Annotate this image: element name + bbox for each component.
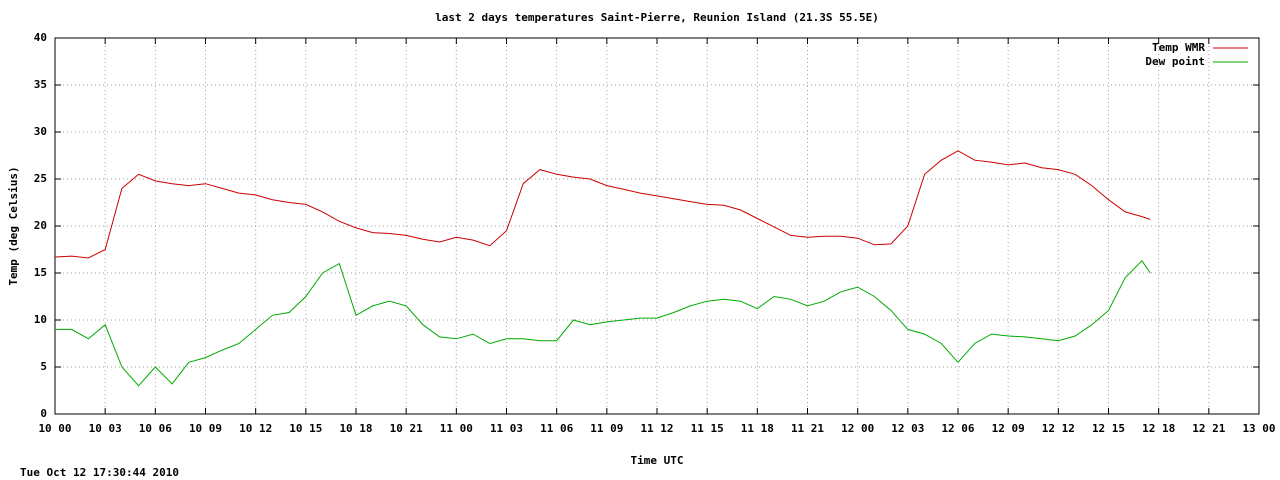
y-tick-label: 30	[34, 125, 47, 138]
x-tick-label: 13 00	[1242, 422, 1275, 435]
plot-frame	[54, 37, 1260, 415]
x-tick-label: 11 00	[440, 422, 473, 435]
y-tick-label: 40	[34, 31, 47, 44]
y-tick-label: 15	[34, 266, 47, 279]
x-tick-label: 11 12	[640, 422, 673, 435]
timestamp: Tue Oct 12 17:30:44 2010	[20, 466, 179, 479]
chart-title: last 2 days temperatures Saint-Pierre, R…	[435, 11, 879, 24]
series-line	[55, 260, 1151, 387]
y-tick-label: 0	[40, 407, 47, 420]
x-tick-label: 11 03	[490, 422, 523, 435]
y-axis-label: Temp (deg Celsius)	[7, 166, 20, 285]
x-tick-label: 10 03	[89, 422, 122, 435]
legend-label: Temp WMR	[1152, 41, 1205, 54]
legend-label: Dew point	[1145, 55, 1205, 68]
x-tick-label: 11 15	[691, 422, 724, 435]
x-tick-label: 10 21	[390, 422, 423, 435]
x-tick-label: 12 12	[1042, 422, 1075, 435]
x-tick-label: 12 15	[1092, 422, 1125, 435]
x-tick-label: 12 00	[841, 422, 874, 435]
x-tick-label: 10 15	[289, 422, 322, 435]
x-tick-label: 11 21	[791, 422, 824, 435]
x-tick-label: 12 18	[1142, 422, 1175, 435]
x-tick-label: 12 06	[941, 422, 974, 435]
series-line	[54, 150, 1151, 259]
y-tick-label: 25	[34, 172, 47, 185]
x-tick-label: 10 09	[189, 422, 222, 435]
x-tick-label: 11 06	[540, 422, 573, 435]
y-tick-label: 10	[34, 313, 47, 326]
y-tick-label: 5	[40, 360, 47, 373]
x-tick-label: 10 18	[339, 422, 372, 435]
x-tick-label: 12 09	[992, 422, 1025, 435]
x-tick-label: 11 18	[741, 422, 774, 435]
x-tick-label: 12 21	[1192, 422, 1225, 435]
x-tick-label: 10 06	[139, 422, 172, 435]
x-tick-label: 12 03	[891, 422, 924, 435]
x-tick-label: 10 12	[239, 422, 272, 435]
y-tick-label: 35	[34, 78, 47, 91]
x-tick-label: 11 09	[590, 422, 623, 435]
x-axis-label: Time UTC	[631, 454, 684, 467]
x-tick-label: 10 00	[38, 422, 71, 435]
y-tick-label: 20	[34, 219, 47, 232]
